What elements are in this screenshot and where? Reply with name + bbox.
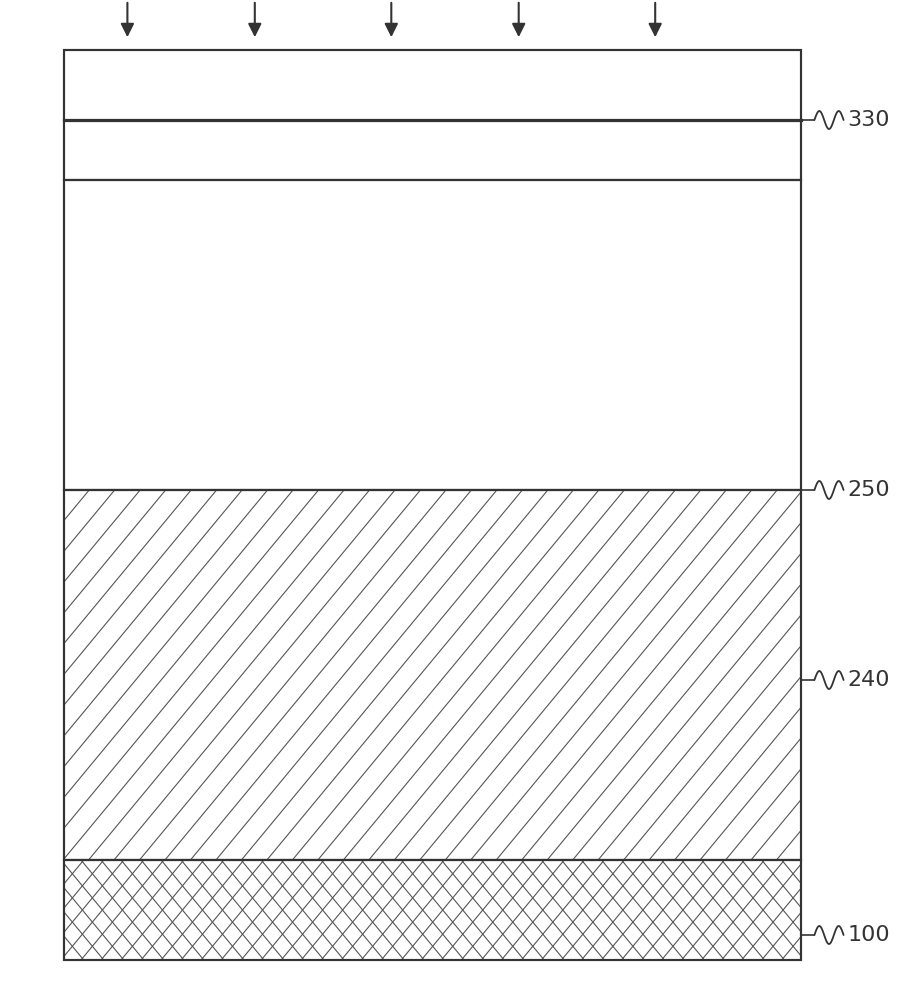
Bar [64,50,801,180]
Bar [64,490,801,860]
Text: 100: 100 [847,925,890,945]
Text: 250: 250 [847,480,890,500]
Bar [64,180,801,490]
Text: 330: 330 [847,110,890,130]
Bar [64,180,801,490]
Bar [64,860,801,960]
Bar [64,50,801,180]
Bar [64,490,801,860]
Text: 240: 240 [847,670,890,690]
Bar [64,860,801,960]
